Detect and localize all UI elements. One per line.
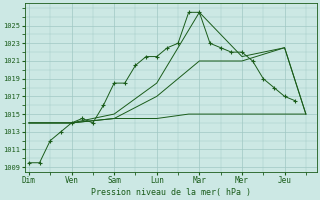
X-axis label: Pression niveau de la mer( hPa ): Pression niveau de la mer( hPa ) bbox=[91, 188, 251, 197]
